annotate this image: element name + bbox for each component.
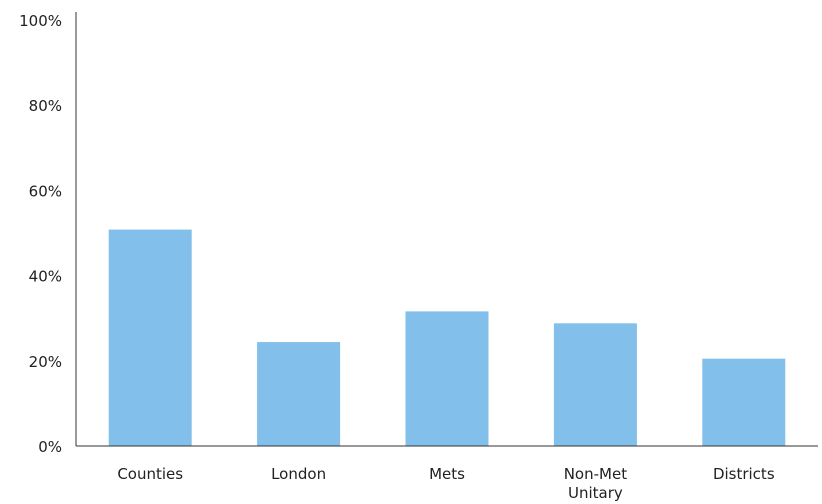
y-tick-label: 20% — [29, 353, 62, 371]
x-category-label: Non-Met Unitary — [564, 465, 627, 502]
bar-counties — [108, 229, 192, 446]
y-axis-tick-labels: 0% 20% 40% 60% 80% 100% — [19, 12, 62, 456]
x-category-label-line: Mets — [429, 465, 465, 483]
bar-non-met-unitary — [553, 323, 637, 446]
y-tick-label: 100% — [19, 12, 62, 30]
x-category-label: Counties — [117, 465, 183, 483]
bar-london — [257, 342, 341, 446]
y-tick-label: 0% — [38, 438, 62, 456]
y-tick-label: 40% — [29, 268, 62, 286]
bar-districts — [702, 358, 786, 446]
x-category-label: London — [271, 465, 326, 483]
bars — [108, 229, 786, 446]
y-tick-label: 80% — [29, 97, 62, 115]
x-category-label-line: Counties — [117, 465, 183, 483]
x-category-label-line: Non-Met — [564, 465, 627, 483]
y-tick-label: 60% — [29, 182, 62, 200]
x-category-label: Districts — [713, 465, 775, 483]
x-category-label-line: Unitary — [568, 484, 623, 502]
bar-mets — [405, 311, 489, 446]
x-category-label: Mets — [429, 465, 465, 483]
x-category-label-line: London — [271, 465, 326, 483]
x-category-label-line: Districts — [713, 465, 775, 483]
x-axis-category-labels: Counties London Mets Non-Met Unitary District… — [117, 465, 775, 502]
